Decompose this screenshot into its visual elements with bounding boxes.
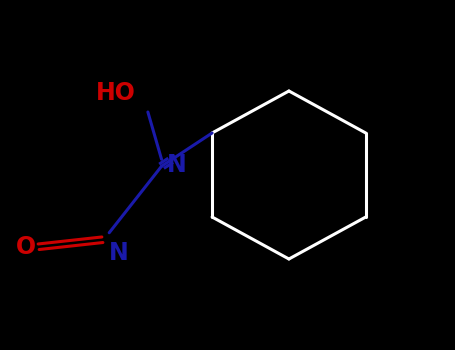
Text: O: O — [16, 235, 36, 259]
Text: HO: HO — [96, 81, 136, 105]
Text: N: N — [167, 153, 187, 176]
Text: N: N — [109, 241, 129, 266]
